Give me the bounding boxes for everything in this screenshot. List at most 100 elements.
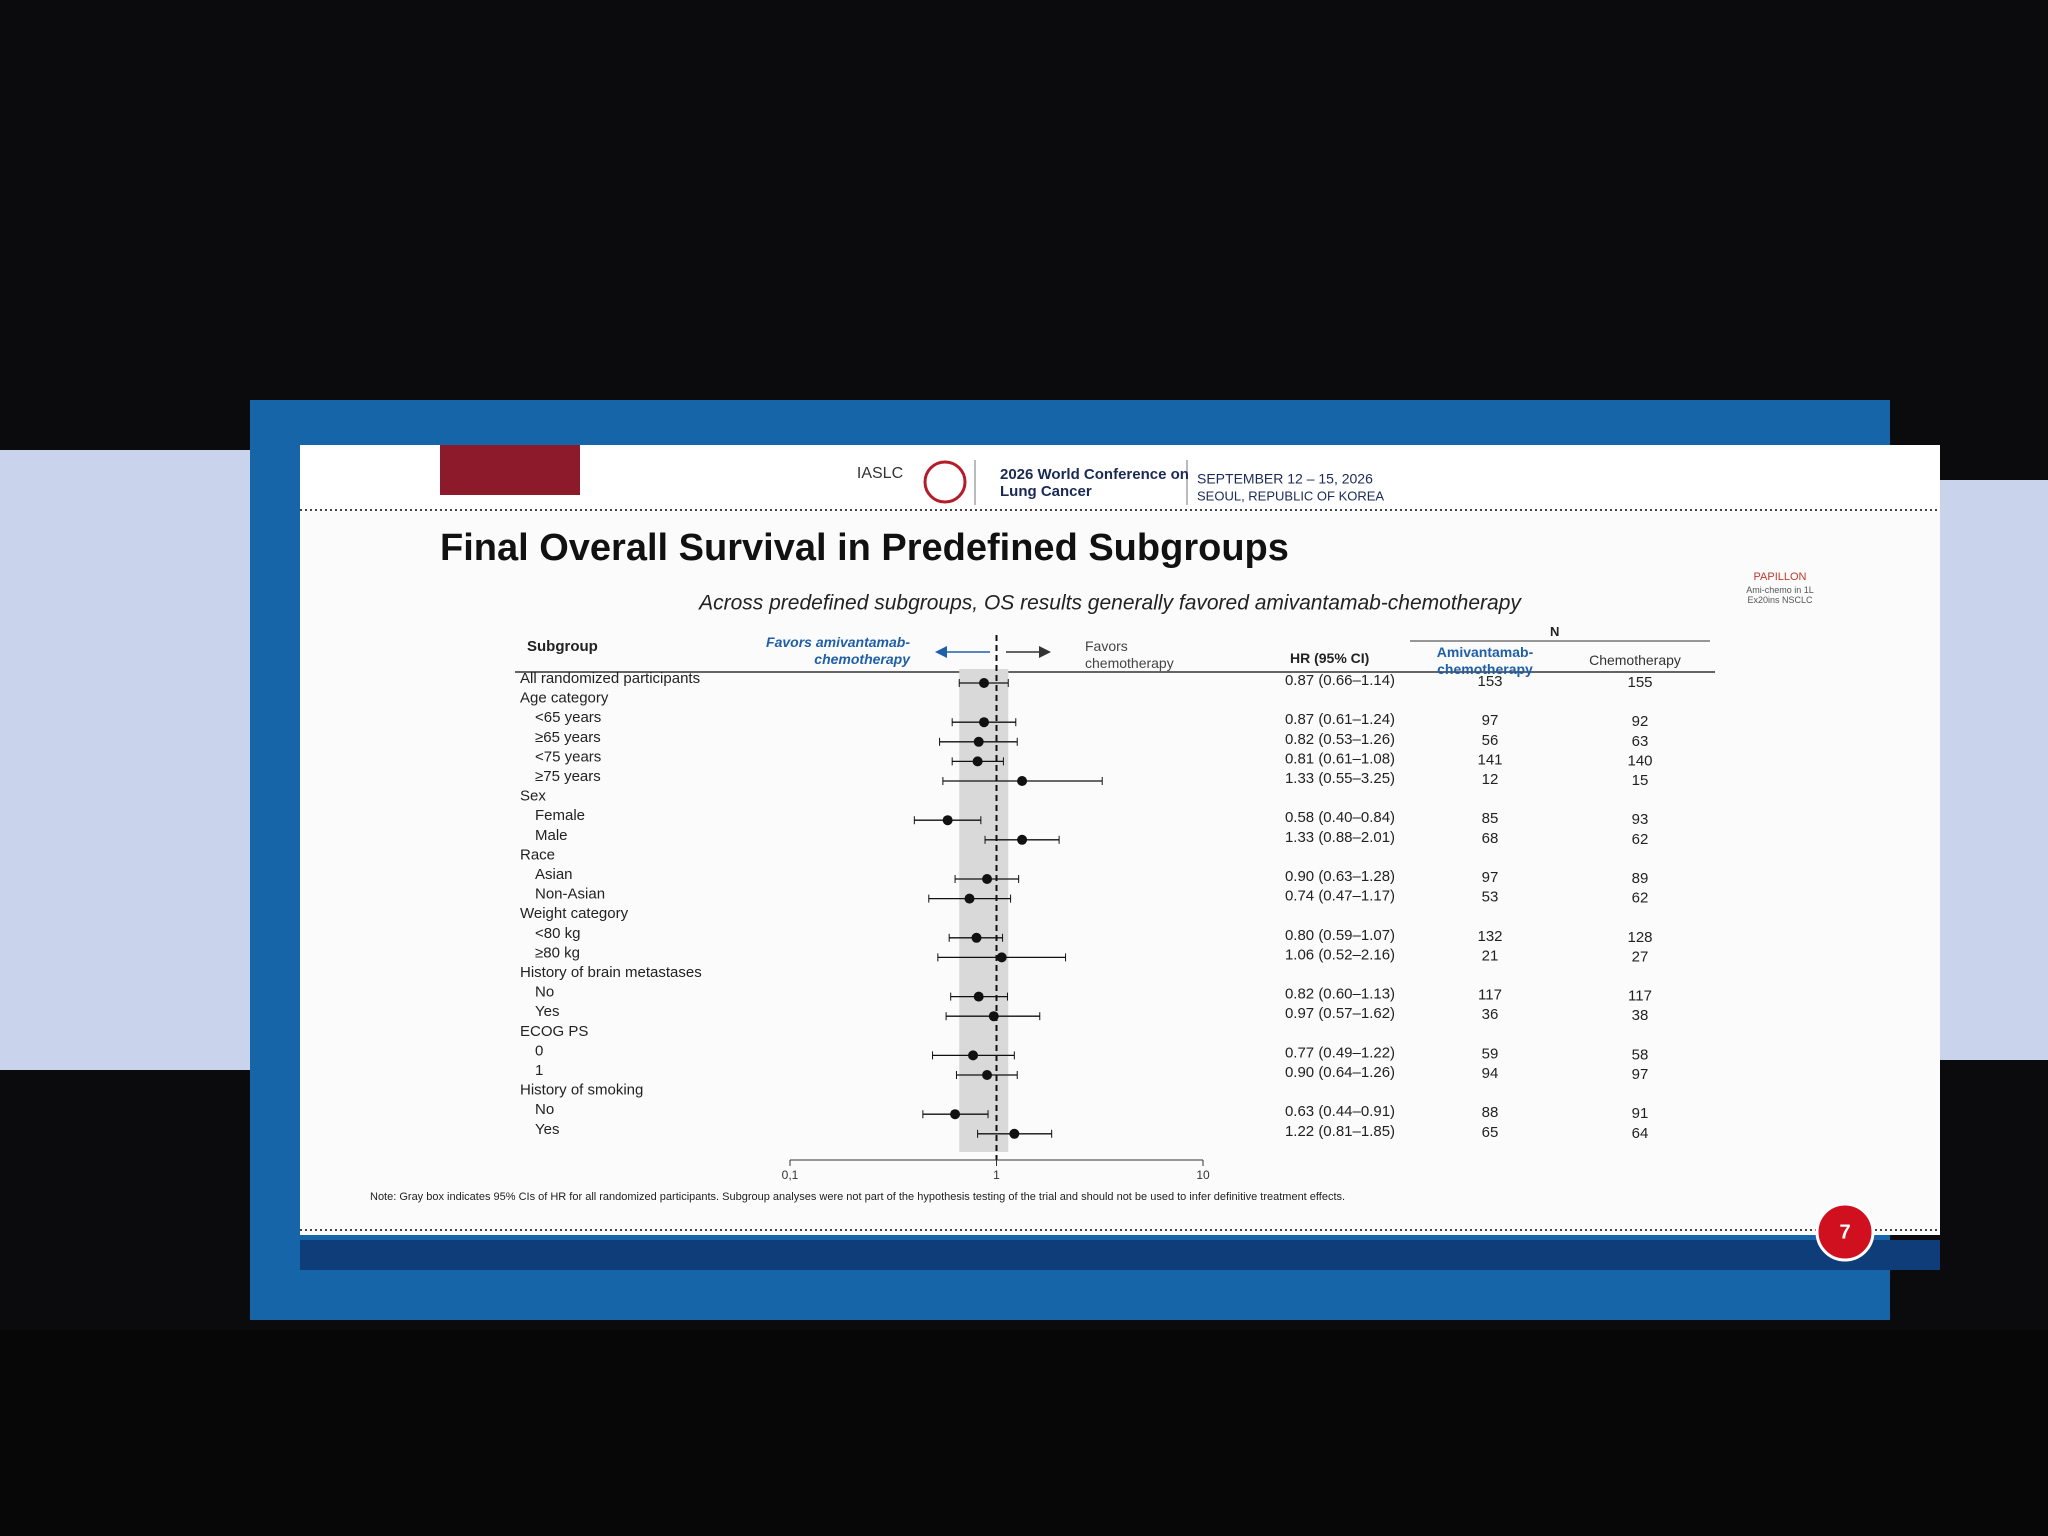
- n-left: 12: [1482, 771, 1499, 788]
- org: IASLC: [857, 465, 903, 482]
- conference: 2026 World Conference on Lung Cancer: [1000, 466, 1189, 500]
- hr-point: [968, 1050, 979, 1061]
- hr-label: 0.63 (0.44–0.91): [1285, 1103, 1395, 1120]
- hr-label: 0.97 (0.57–1.62): [1285, 1005, 1395, 1022]
- hr-label: 0.87 (0.66–1.14): [1285, 672, 1395, 689]
- n-left: 117: [1478, 987, 1502, 1004]
- favors-left: Favors amivantamab-chemotherapy: [766, 634, 910, 667]
- n-left: 132: [1477, 928, 1502, 945]
- n-left: 59: [1482, 1045, 1499, 1062]
- hr-label: 1.06 (0.52–2.16): [1285, 946, 1395, 963]
- n-left: 53: [1482, 889, 1499, 906]
- subgroup-label: Yes: [535, 1121, 559, 1138]
- subgroup-header: Subgroup: [527, 638, 598, 655]
- n-right: 97: [1632, 1066, 1649, 1083]
- x-tick-label: 1: [993, 1168, 1000, 1182]
- x-tick-label: 0,1: [782, 1168, 799, 1182]
- subgroup-label: Weight category: [520, 905, 629, 922]
- n-left: 88: [1482, 1104, 1499, 1121]
- subgroup-label: Female: [535, 807, 585, 824]
- n-left: 141: [1477, 751, 1502, 768]
- n-right: 117: [1628, 988, 1652, 1005]
- n-left-header: Amivantamab-chemotherapy: [1436, 644, 1534, 677]
- n-right: 38: [1632, 1007, 1649, 1024]
- favors-right: Favors chemotherapy: [1085, 638, 1174, 671]
- subgroup-label: ECOG PS: [520, 1023, 588, 1040]
- page-number: 7: [1839, 1221, 1850, 1243]
- header-image: [440, 445, 580, 495]
- n-left: 21: [1482, 947, 1499, 964]
- subgroup-label: Age category: [520, 690, 609, 707]
- n-header: N: [1550, 624, 1560, 639]
- n-right: 64: [1632, 1125, 1649, 1142]
- hr-point: [971, 932, 982, 943]
- hr-point: [972, 756, 983, 767]
- n-right: 62: [1632, 890, 1649, 907]
- n-right: 89: [1632, 870, 1649, 887]
- hr-label: 0.58 (0.40–0.84): [1285, 809, 1395, 826]
- hr-point: [950, 1109, 961, 1120]
- n-left: 94: [1482, 1065, 1499, 1082]
- footer-band: [300, 1240, 1940, 1270]
- page-badge: [1815, 1202, 1875, 1262]
- subgroup-label: Male: [535, 827, 568, 844]
- n-right: 92: [1632, 713, 1649, 730]
- hr-label: 0.82 (0.60–1.13): [1285, 986, 1395, 1003]
- n-left: 68: [1482, 830, 1499, 847]
- subgroup-label: All randomized participants: [520, 670, 700, 687]
- hr-point: [942, 815, 953, 826]
- chart-title: Final Overall Survival in Predefined Sub…: [440, 527, 1289, 569]
- subgroup-label: Sex: [520, 788, 546, 805]
- hr-point: [979, 717, 990, 728]
- n-left: 97: [1482, 869, 1499, 886]
- n-right: 128: [1627, 929, 1652, 946]
- subgroup-label: History of brain metastases: [520, 964, 702, 981]
- hr-header: HR (95% CI): [1290, 650, 1370, 666]
- subgroup-label: Race: [520, 846, 555, 863]
- n-right: 15: [1632, 772, 1649, 789]
- subgroup-label: Non-Asian: [535, 886, 605, 903]
- n-right: 63: [1632, 733, 1649, 750]
- hr-point: [964, 893, 975, 904]
- hr-point: [1017, 776, 1028, 786]
- subgroup-label: No: [535, 984, 554, 1001]
- hr-label: 0.77 (0.49–1.22): [1285, 1044, 1395, 1061]
- n-right: 27: [1632, 948, 1649, 965]
- subgroup-label: <65 years: [535, 709, 601, 726]
- logo: [923, 460, 967, 504]
- hr-point: [996, 952, 1007, 963]
- hr-point: [973, 736, 984, 747]
- subgroup-label: 0: [535, 1042, 543, 1059]
- hr-label: 1.22 (0.81–1.85): [1285, 1123, 1395, 1140]
- n-left: 153: [1477, 673, 1502, 690]
- subgroup-label: ≥75 years: [535, 768, 601, 785]
- slide-body: [300, 445, 1940, 1235]
- subgroup-label: No: [535, 1101, 554, 1118]
- hr-point: [982, 1070, 993, 1080]
- n-right: 91: [1632, 1105, 1649, 1122]
- subgroup-label: <75 years: [535, 748, 601, 765]
- hr-label: 0.87 (0.61–1.24): [1285, 711, 1395, 728]
- study-desc: Ami-chemo in 1L Ex20ins NSCLC: [1746, 585, 1814, 605]
- n-right-header: Chemotherapy: [1589, 652, 1681, 668]
- hr-label: 0.82 (0.53–1.26): [1285, 731, 1395, 748]
- n-right: 93: [1632, 811, 1649, 828]
- n-left: 85: [1482, 810, 1499, 827]
- hr-label: 0.90 (0.63–1.28): [1285, 868, 1395, 885]
- n-left: 36: [1482, 1006, 1499, 1023]
- hr-label: 0.80 (0.59–1.07): [1285, 927, 1395, 944]
- subgroup-label: 1: [535, 1062, 543, 1079]
- n-right: 155: [1627, 674, 1652, 691]
- hr-label: 1.33 (0.55–3.25): [1285, 770, 1395, 787]
- dates: SEPTEMBER 12 – 15, 2026: [1197, 471, 1373, 487]
- hr-label: 1.33 (0.88–2.01): [1285, 829, 1395, 846]
- subgroup-label: ≥80 kg: [535, 944, 580, 961]
- n-right: 62: [1632, 831, 1649, 848]
- hr-point: [1017, 834, 1028, 845]
- n-left: 56: [1482, 732, 1499, 749]
- hr-point: [979, 678, 990, 688]
- subgroup-label: <80 kg: [535, 925, 580, 942]
- n-left: 97: [1482, 712, 1499, 729]
